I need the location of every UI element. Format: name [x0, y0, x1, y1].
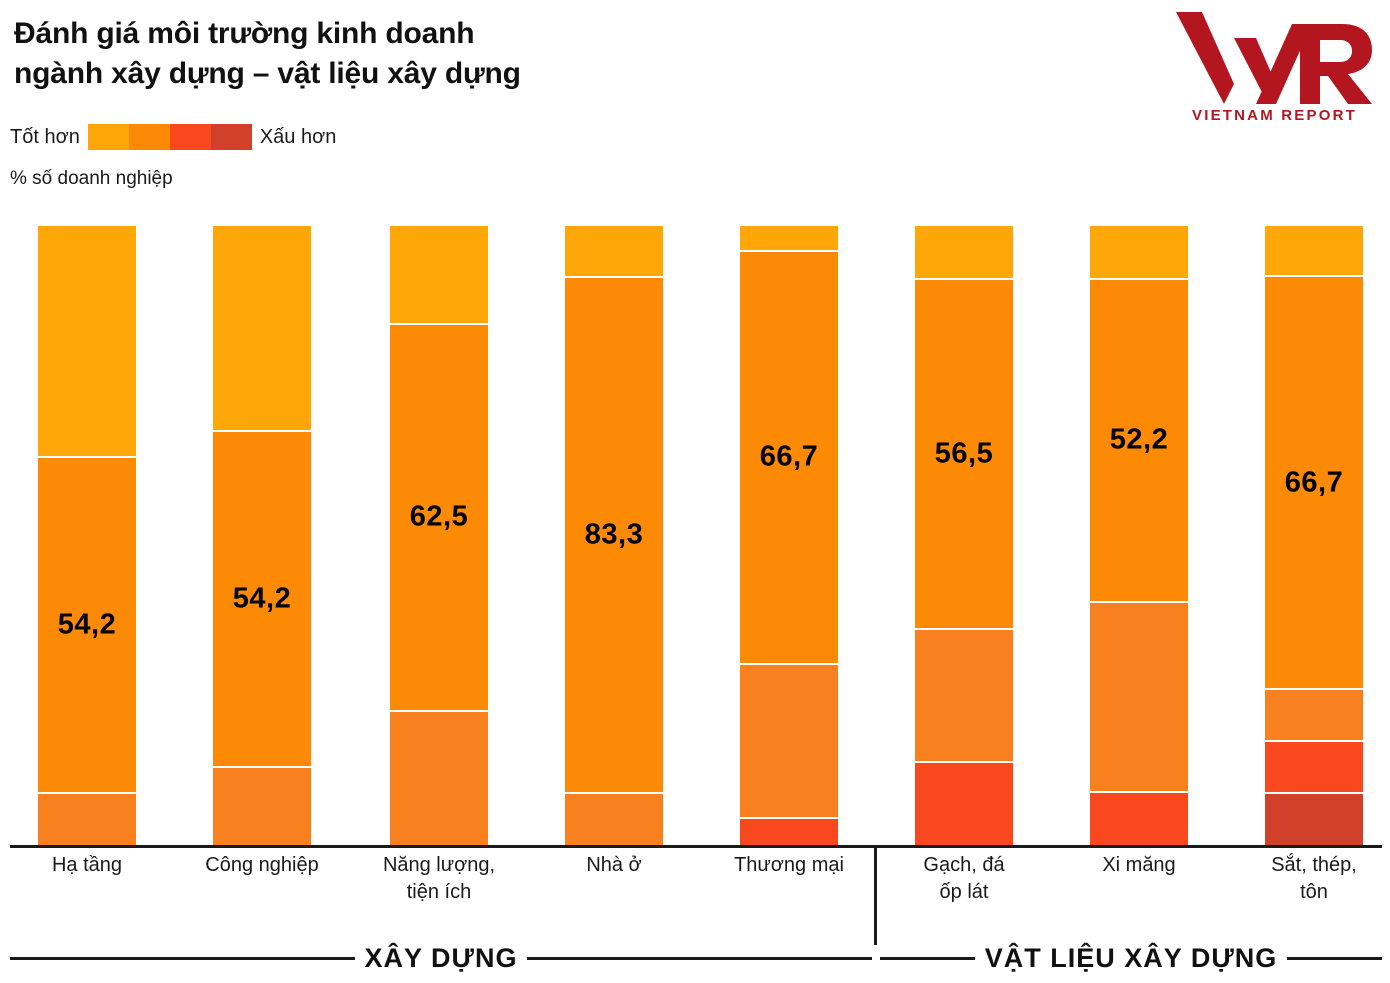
bar-column[interactable]: 54,2	[213, 226, 311, 845]
bar-segment[interactable]	[213, 226, 311, 433]
bar-segment[interactable]	[1090, 602, 1188, 793]
legend-label-worse: Xấu hơn	[259, 126, 337, 148]
bar-segment[interactable]	[915, 629, 1013, 763]
group-label-construction: XÂY DỰNG	[364, 942, 518, 973]
vietnam-report-logo: VIETNAM REPORT	[1176, 12, 1372, 124]
bar-segment[interactable]	[38, 793, 136, 845]
bar-segment[interactable]: 66,7	[1265, 277, 1363, 691]
bar-column[interactable]: 54,2	[38, 226, 136, 845]
bar-segment[interactable]	[1265, 690, 1363, 743]
category-label: Công nghiệp	[205, 854, 319, 876]
bar-segment[interactable]	[213, 767, 311, 845]
bar-segment[interactable]	[915, 762, 1013, 845]
group-rule-right	[1287, 956, 1382, 960]
bar-segment[interactable]	[38, 226, 136, 459]
bar-segment[interactable]: 52,2	[1090, 279, 1188, 603]
bar-segment[interactable]	[1265, 742, 1363, 795]
group-band-materials: VẬT LIỆU XÂY DỰNG	[880, 938, 1382, 978]
bar-segment[interactable]	[1265, 226, 1363, 278]
bar-segment-value: 62,5	[409, 500, 469, 533]
bar-segment[interactable]: 66,7	[740, 251, 838, 665]
bar-segment[interactable]: 54,2	[213, 432, 311, 768]
bar-segment-value: 54,2	[232, 582, 292, 615]
bar-segment-value: 66,7	[759, 440, 819, 473]
bar-column[interactable]: 52,2	[1090, 226, 1188, 845]
legend-swatch-3	[169, 124, 211, 150]
category-label: Hạ tầng	[51, 854, 123, 876]
page-title: Đánh giá môi trường kinh doanh ngành xây…	[14, 17, 521, 90]
legend-swatch-2	[128, 124, 170, 150]
category-label: Thương mại	[734, 854, 844, 876]
x-axis-line	[10, 845, 1382, 848]
svg-text:VIETNAM REPORT: VIETNAM REPORT	[1192, 107, 1357, 124]
bar-segment[interactable]: 56,5	[915, 279, 1013, 630]
category-label: Gạch, đá ốp lát	[923, 854, 1005, 903]
bar-segment-value: 54,2	[57, 608, 117, 641]
group-label-materials: VẬT LIỆU XÂY DỰNG	[984, 942, 1278, 973]
legend: Tốt hơn Xấu hơn	[10, 122, 336, 152]
category-label: Năng lượng, tiện ích	[382, 854, 496, 903]
bar-segment[interactable]	[740, 664, 838, 819]
bar-segment-value: 66,7	[1284, 466, 1344, 499]
bar-segment[interactable]: 83,3	[565, 277, 663, 794]
bar-column[interactable]: 83,3	[565, 226, 663, 845]
bar-column[interactable]: 66,7	[1265, 226, 1363, 845]
bar-segment[interactable]	[740, 818, 838, 845]
bar-segment-value: 52,2	[1109, 423, 1169, 456]
group-rule-left	[10, 956, 355, 960]
group-rule-right	[527, 956, 872, 960]
bar-segment-value: 83,3	[584, 518, 644, 551]
bar-segment[interactable]	[1265, 794, 1363, 845]
group-divider-line	[874, 845, 877, 945]
category-label: Nhà ở	[586, 854, 642, 876]
bar-segment[interactable]: 62,5	[390, 325, 488, 712]
bar-column[interactable]: 56,5	[915, 226, 1013, 845]
bar-segment[interactable]	[740, 226, 838, 252]
group-rule-left	[880, 956, 975, 960]
bar-segment[interactable]	[390, 226, 488, 326]
bar-segment[interactable]	[915, 226, 1013, 280]
bar-segment[interactable]	[1090, 792, 1188, 845]
bar-segment[interactable]	[390, 711, 488, 845]
y-axis-unit-label: % số doanh nghiệp	[10, 168, 173, 189]
bar-segment[interactable]	[565, 793, 663, 845]
bar-segment-value: 56,5	[934, 437, 994, 470]
category-label: Sắt, thép, tôn	[1271, 854, 1357, 903]
chart-plot-area: 54,2 54,2 62,5 83,3 66,7 56,5 52,2 66,7	[0, 226, 1390, 845]
group-band-construction: XÂY DỰNG	[10, 938, 872, 978]
bar-segment[interactable]	[565, 226, 663, 278]
legend-label-better: Tốt hơn	[10, 126, 80, 148]
legend-swatch-strip	[87, 124, 252, 150]
legend-swatch-4	[210, 124, 252, 150]
bar-column[interactable]: 62,5	[390, 226, 488, 845]
bar-column[interactable]: 66,7	[740, 226, 838, 845]
bar-segment[interactable]	[1090, 226, 1188, 280]
category-label: Xi măng	[1102, 854, 1176, 876]
category-labels: Hạ tầng Công nghiệp Năng lượng, tiện ích Nh…	[0, 852, 1390, 922]
legend-swatch-1	[87, 124, 129, 150]
bar-segment[interactable]: 54,2	[38, 458, 136, 794]
